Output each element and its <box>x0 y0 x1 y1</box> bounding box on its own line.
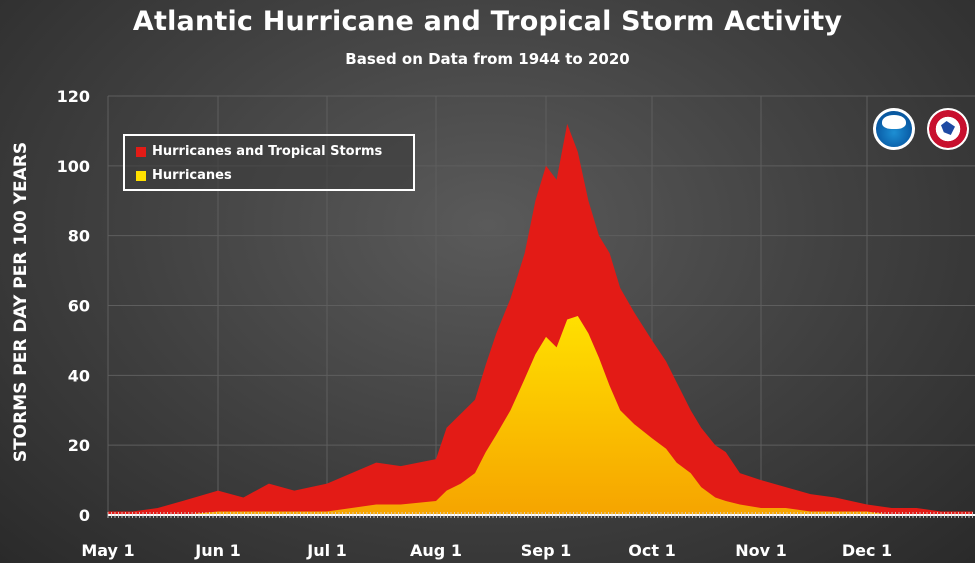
x-tick-label: Oct 1 <box>628 541 675 560</box>
plot-areas <box>108 123 973 516</box>
x-tick-label: Sep 1 <box>521 541 572 560</box>
y-tick-label: 0 <box>79 506 90 525</box>
x-tick-label: Nov 1 <box>735 541 787 560</box>
noaa-logo-icon <box>873 108 915 150</box>
y-tick-label: 20 <box>68 436 90 455</box>
chart-subtitle: Based on Data from 1944 to 2020 <box>345 50 630 68</box>
legend-label-storms: Hurricanes and Tropical Storms <box>152 144 383 159</box>
x-tick-label: Aug 1 <box>410 541 462 560</box>
chart-title: Atlantic Hurricane and Tropical Storm Ac… <box>132 6 843 37</box>
y-tick-label: 100 <box>57 157 90 176</box>
area-storms <box>108 123 973 516</box>
legend-swatch-storms <box>136 146 146 157</box>
legend: Hurricanes and Tropical Storms Hurricane… <box>123 134 415 191</box>
legend-item-storms: Hurricanes and Tropical Storms <box>136 144 382 159</box>
axes: 0 20 40 60 80 100 120 May 1 Jun 1 Jul 1 Aug 1 Sep 1… <box>57 87 975 560</box>
legend-swatch-hurricanes <box>136 170 146 181</box>
nws-logo-icon <box>927 108 969 150</box>
legend-item-hurricanes: Hurricanes <box>136 168 232 183</box>
area-hurricanes <box>108 316 973 515</box>
y-tick-label: 40 <box>68 366 90 385</box>
y-tick-label: 80 <box>68 227 90 246</box>
x-tick-label: Jun 1 <box>194 541 240 560</box>
legend-label-hurricanes: Hurricanes <box>152 168 232 183</box>
y-tick-label: 120 <box>57 87 90 106</box>
y-tick-label: 60 <box>68 297 90 316</box>
x-tick-label: May 1 <box>81 541 134 560</box>
x-tick-label: Jul 1 <box>306 541 347 560</box>
x-tick-label: Dec 1 <box>842 541 892 560</box>
